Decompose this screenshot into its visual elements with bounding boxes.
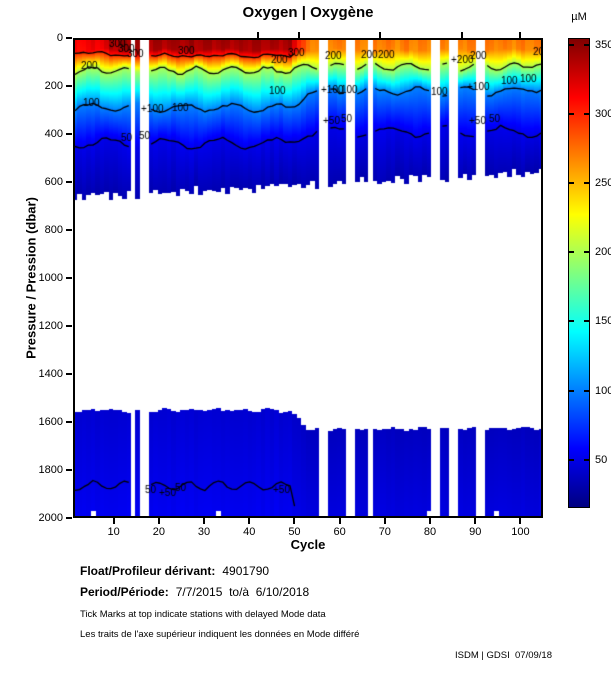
- x-tick-label: 70: [378, 526, 391, 538]
- delayed-mode-tick: [297, 32, 300, 38]
- colorbar-unit-label: µM: [571, 11, 587, 23]
- y-axis-tick: [66, 373, 72, 375]
- colorbar-tick-label: 200: [595, 246, 611, 259]
- x-tick-label: 10: [107, 526, 120, 538]
- colorbar-tick-label: 150: [595, 315, 611, 328]
- x-axis-tick: [203, 518, 206, 524]
- colorbar-tick: [584, 389, 589, 392]
- period-line: Period/Période: 7/7/2015 to/à 6/10/2018: [80, 585, 309, 599]
- x-axis-tick: [157, 518, 160, 524]
- colorbar-tick: [584, 320, 589, 323]
- x-tick-label: 20: [152, 526, 165, 538]
- x-axis-tick: [338, 518, 341, 524]
- y-tick-label: 1400: [38, 368, 63, 380]
- x-tick-label: 100: [511, 526, 530, 538]
- x-axis-tick: [248, 518, 251, 524]
- x-axis-tick: [429, 518, 432, 524]
- y-axis-tick: [66, 277, 72, 279]
- float-id-line: Float/Profileur dérivant: 4901790: [80, 564, 269, 578]
- colorbar-tick: [569, 320, 574, 323]
- y-tick-label: 400: [44, 128, 63, 140]
- delayed-mode-note-en: Tick Marks at top indicate stations with…: [80, 609, 326, 620]
- page-title: Oxygen | Oxygène: [242, 4, 374, 21]
- y-tick-label: 800: [44, 224, 63, 236]
- colorbar-tick: [569, 182, 574, 185]
- y-tick-label: 2000: [38, 512, 63, 524]
- delayed-mode-tick: [519, 32, 522, 38]
- y-axis-tick: [66, 517, 72, 519]
- colorbar-tick: [569, 251, 574, 254]
- colorbar-tick: [584, 182, 589, 185]
- float-id-label: Float/Profileur dérivant:: [80, 564, 216, 578]
- x-tick-label: 80: [423, 526, 437, 538]
- x-axis-label: Cycle: [290, 537, 326, 552]
- y-axis-tick: [66, 229, 72, 231]
- y-tick-label: 1200: [38, 320, 63, 332]
- delayed-mode-tick: [257, 32, 260, 38]
- y-tick-label: 1600: [38, 416, 63, 428]
- colorbar-tick-label: 350: [595, 38, 611, 51]
- colorbar-tick: [584, 458, 589, 461]
- colorbar-tick: [584, 251, 589, 254]
- colorbar-tick: [569, 113, 574, 116]
- delayed-mode-note-fr: Les traits de l'axe supérieur indiquent …: [80, 629, 360, 640]
- colorbar-tick: [569, 43, 574, 46]
- float-id-value: 4901790: [222, 564, 270, 578]
- y-tick-label: 1800: [38, 464, 63, 476]
- x-axis-tick: [383, 518, 386, 524]
- x-axis-tick: [293, 518, 296, 524]
- colorbar-tick-label: 50: [595, 453, 608, 466]
- x-axis-tick: [112, 518, 115, 524]
- x-tick-label: 40: [243, 526, 256, 538]
- x-axis-tick: [474, 518, 477, 524]
- x-tick-label: 50: [288, 526, 301, 538]
- x-tick-label: 90: [469, 526, 482, 538]
- y-tick-label: 600: [44, 176, 63, 188]
- delayed-mode-tick: [460, 32, 463, 38]
- x-tick-label: 30: [197, 526, 211, 538]
- colorbar-tick: [584, 43, 589, 46]
- colorbar-tick-label: 100: [595, 384, 611, 397]
- y-axis-tick: [66, 421, 72, 423]
- y-tick-label: 0: [56, 32, 63, 44]
- y-axis-tick: [66, 37, 72, 39]
- x-tick-label: 60: [333, 526, 346, 538]
- y-axis-tick: [66, 133, 72, 135]
- colorbar: [568, 38, 590, 508]
- colorbar-tick: [569, 458, 574, 461]
- oxygen-heatmap-canvas: [75, 40, 541, 516]
- colorbar-tick: [569, 389, 574, 392]
- y-axis-tick: [66, 325, 72, 327]
- colorbar-tick-label: 300: [595, 108, 611, 121]
- x-axis-tick: [519, 518, 522, 524]
- plot-frame: [73, 38, 543, 518]
- period-label: Period/Période:: [80, 585, 169, 599]
- y-tick-label: 1000: [38, 272, 63, 284]
- period-value: 7/7/2015 to/à 6/10/2018: [175, 585, 310, 599]
- colorbar-tick: [584, 113, 589, 116]
- colorbar-tick-label: 250: [595, 177, 611, 190]
- credit-text: ISDM | GDSI 07/09/18: [455, 650, 552, 661]
- y-axis-tick: [66, 181, 72, 183]
- y-axis-tick: [66, 85, 72, 87]
- y-tick-label: 200: [44, 80, 63, 92]
- y-axis-tick: [66, 469, 72, 471]
- delayed-mode-tick: [379, 32, 382, 38]
